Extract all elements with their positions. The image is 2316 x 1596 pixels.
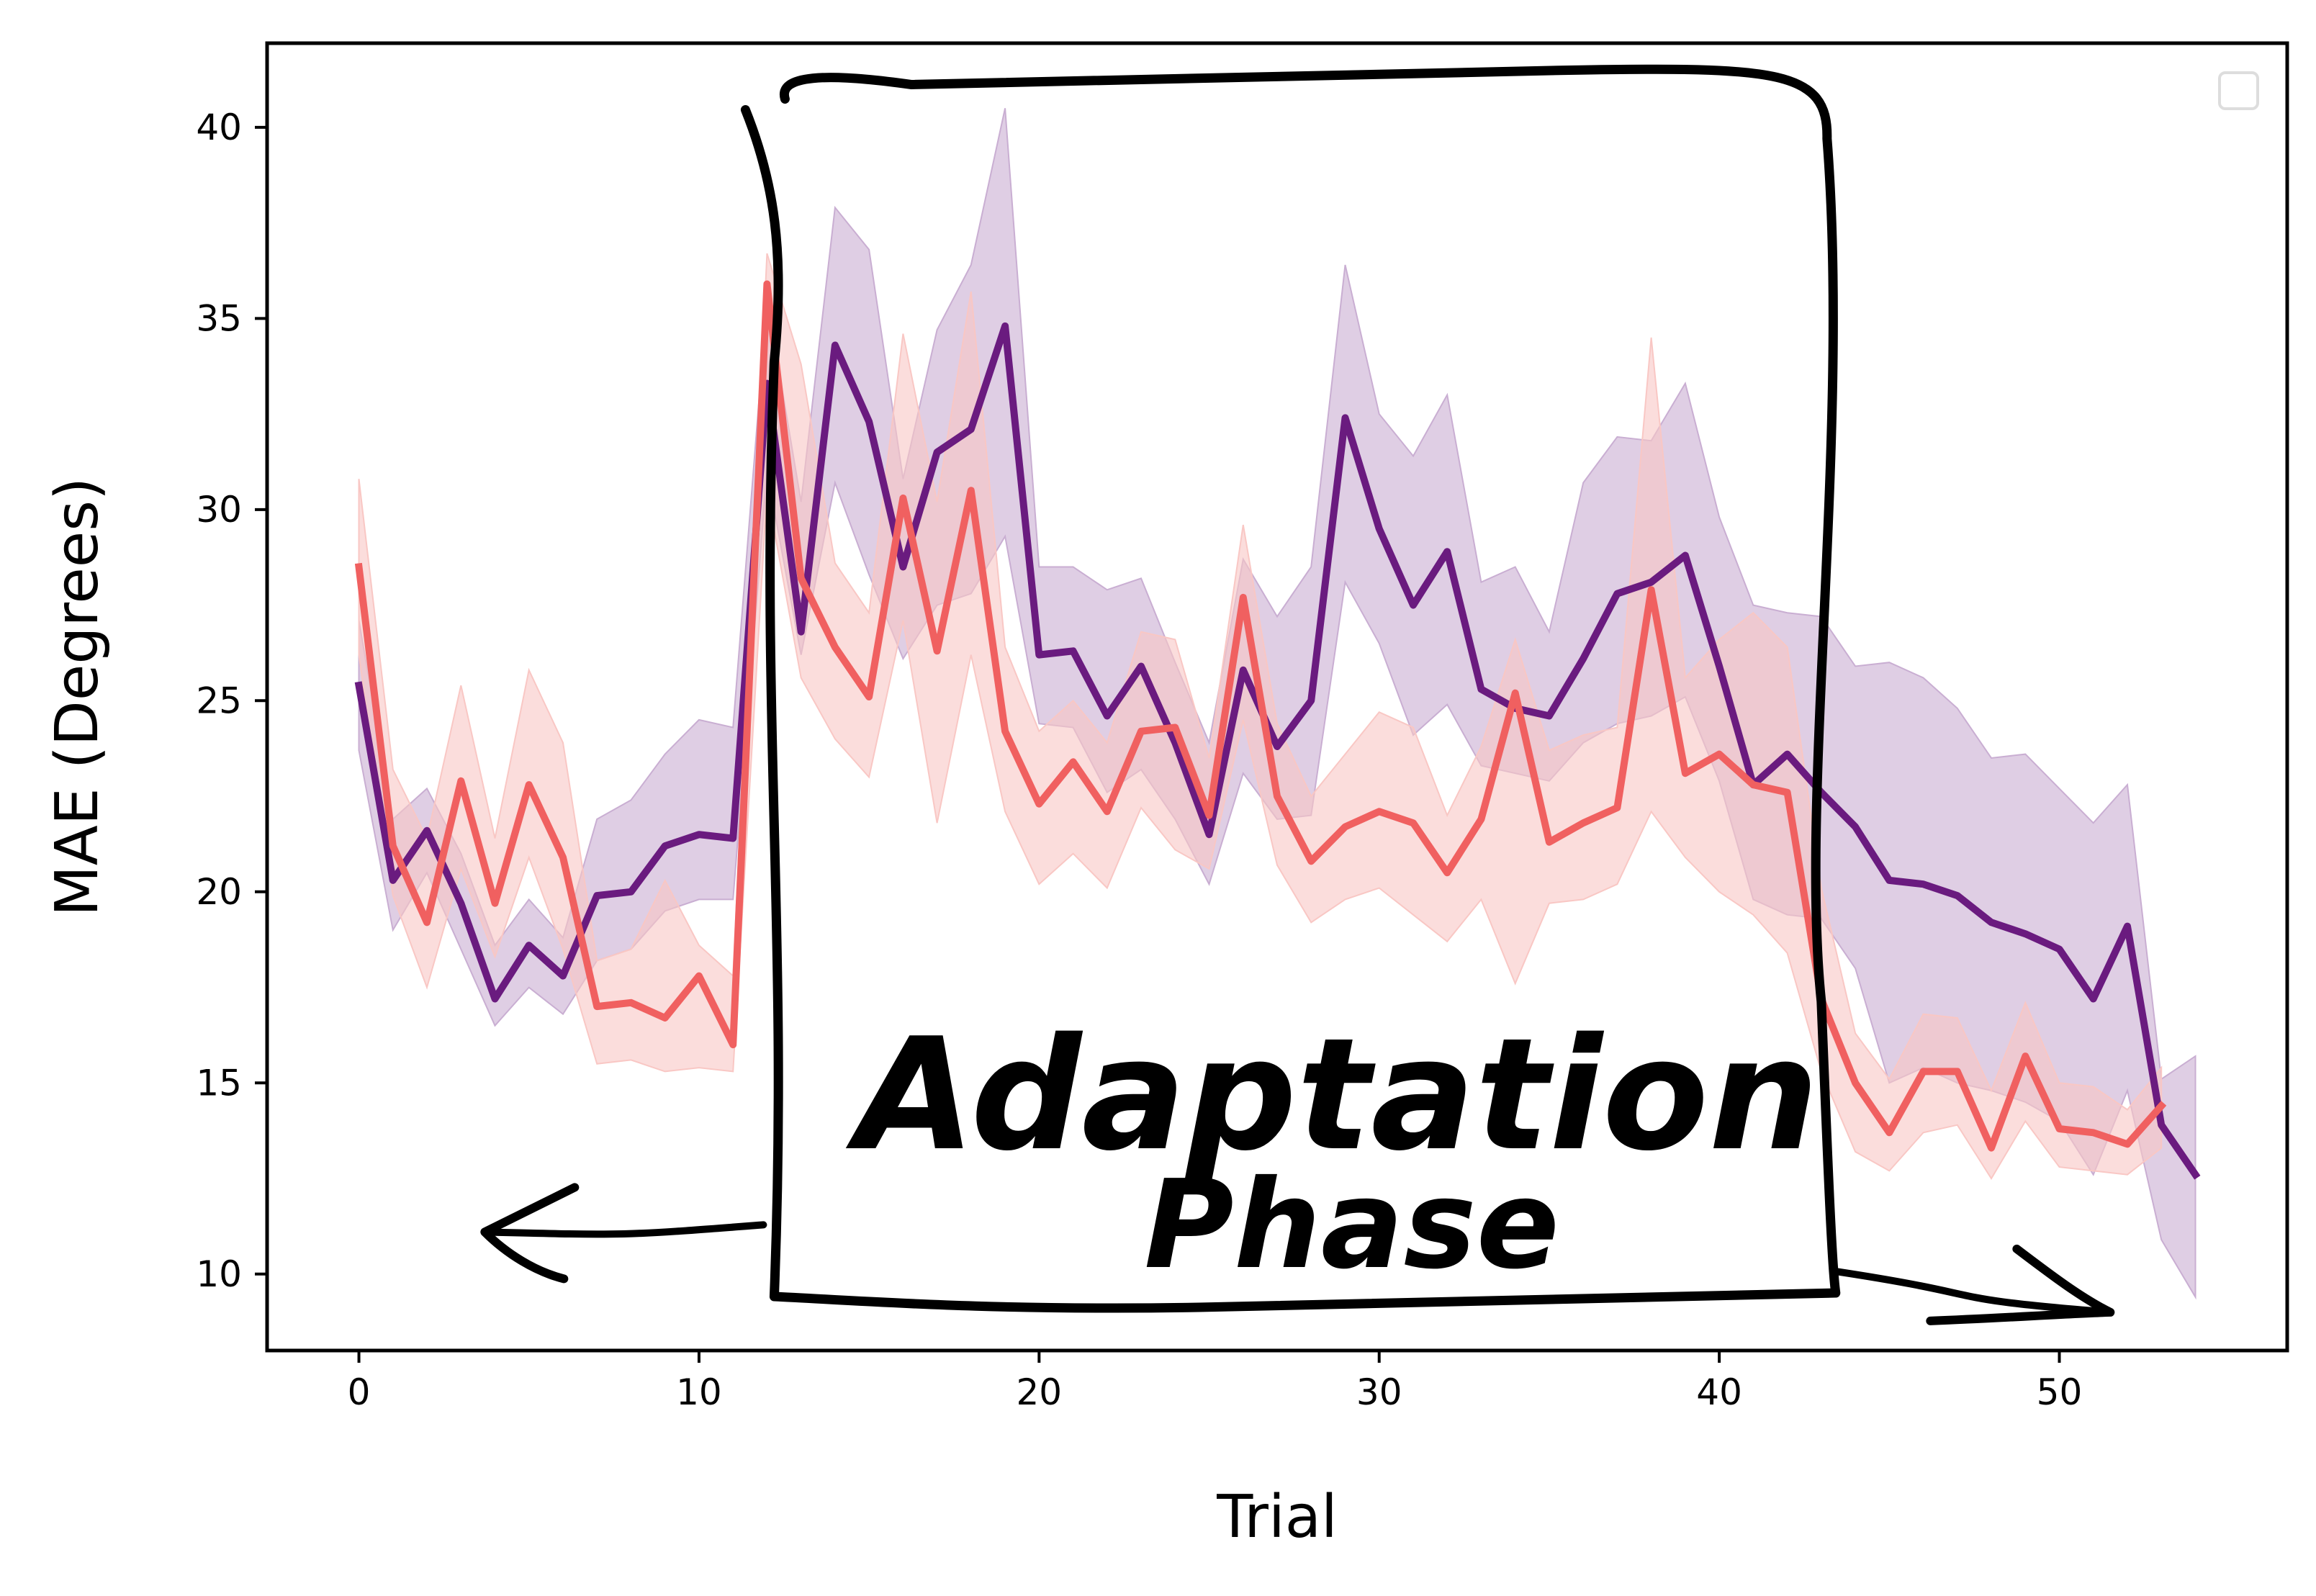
x-tick-label: 40 [1696, 1371, 1742, 1413]
x-axis-ticks: 0 10 20 30 40 50 [348, 1351, 2083, 1413]
left-arrow-head [480, 1183, 580, 1284]
x-tick-label: 0 [348, 1371, 371, 1413]
adaptation-box [740, 64, 1841, 1313]
y-tick-label: 20 [196, 871, 242, 913]
legend-box [2218, 71, 2259, 110]
y-tick-label: 30 [196, 489, 242, 531]
series-1-line [354, 322, 2201, 1180]
series-lines [354, 280, 2201, 1180]
y-tick-label: 25 [196, 680, 242, 721]
y-tick-label: 40 [196, 107, 242, 148]
plot-frame [265, 41, 2289, 1353]
x-tick-label: 20 [1017, 1371, 1063, 1413]
y-axis-ticks: 10 15 20 25 30 35 40 [196, 107, 267, 1295]
y-tick-label: 15 [196, 1062, 242, 1104]
annotation-adaptation: Adaptation [846, 1004, 1819, 1185]
x-tick-label: 30 [1356, 1371, 1402, 1413]
annotation-phase: Phase [1144, 1154, 1559, 1297]
x-tick-label: 10 [676, 1371, 722, 1413]
y-tick-label: 35 [196, 297, 242, 339]
right-arrow-shaft [1831, 1268, 2114, 1316]
y-axis-label: MAE (Degrees) [43, 477, 112, 916]
right-arrow-head [1926, 1244, 2115, 1325]
x-axis-label: Trial [1216, 1483, 1338, 1551]
y-tick-label: 10 [196, 1253, 242, 1295]
x-tick-label: 50 [2037, 1371, 2083, 1413]
left-arrow-shaft [481, 1221, 767, 1238]
series-2-line [354, 280, 2167, 1152]
